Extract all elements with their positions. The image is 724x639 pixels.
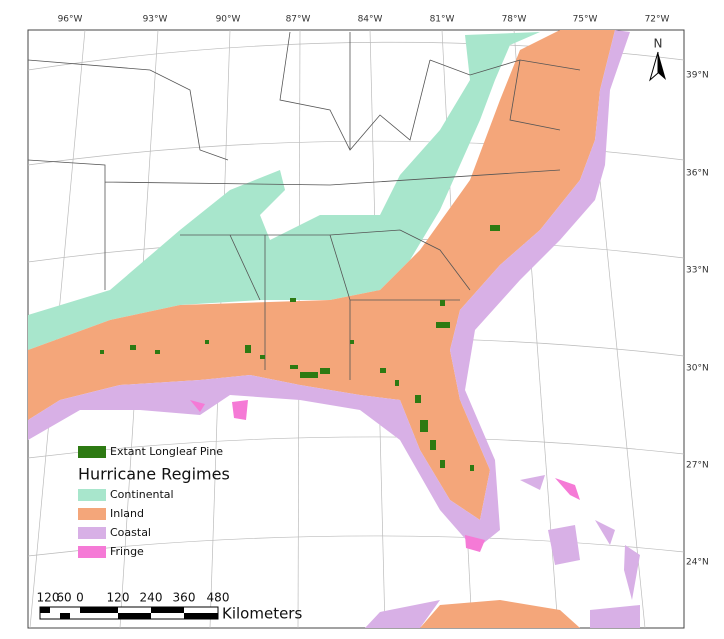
legend-label: Extant Longleaf Pine	[110, 445, 223, 458]
longitude-label: 84°W	[358, 15, 383, 25]
pine-patch	[415, 395, 421, 403]
pine-patch	[260, 355, 265, 359]
pine-patch	[470, 465, 474, 471]
north-arrow-right	[658, 52, 666, 80]
scale-bar-segments	[40, 607, 218, 619]
latitude-labels: 39°N 36°N 33°N 30°N 27°N 24°N	[686, 71, 709, 568]
continental-region	[28, 32, 540, 350]
scale-label: 480	[207, 591, 230, 605]
latitude-label: 36°N	[686, 169, 709, 179]
north-arrow: N	[649, 37, 666, 82]
longitude-label: 78°W	[502, 15, 527, 25]
longitude-label: 87°W	[286, 15, 311, 25]
borders	[27, 31, 581, 380]
coastal-region	[365, 475, 640, 628]
pine-patch	[130, 345, 136, 350]
pine-patch	[205, 340, 209, 344]
pine-patch	[490, 225, 500, 231]
pine-patch	[350, 340, 354, 344]
pine-patch	[440, 300, 445, 306]
legend-swatch	[78, 508, 106, 520]
pine-patch	[420, 420, 428, 432]
pine-patch	[290, 298, 296, 302]
latitude-label: 30°N	[686, 364, 709, 374]
longitude-label: 93°W	[143, 15, 168, 25]
longitude-label: 96°W	[58, 15, 83, 25]
longitude-label: 75°W	[573, 15, 598, 25]
legend: Extant Longleaf Pine Hurricane Regimes C…	[78, 445, 230, 558]
pine-patches	[100, 225, 500, 471]
north-label: N	[654, 37, 663, 51]
pine-patch	[395, 380, 399, 386]
pine-patch	[380, 368, 386, 373]
legend-items: Continental Inland Coastal Fringe	[78, 488, 174, 558]
pine-patch	[155, 350, 160, 354]
state-borders	[27, 31, 581, 380]
scale-label: 360	[173, 591, 196, 605]
longitude-label: 81°W	[430, 15, 455, 25]
scale-label: 120	[37, 591, 60, 605]
longitude-label: 90°W	[216, 15, 241, 25]
longitude-labels: 96°W 93°W 90°W 87°W 84°W 81°W 78°W 75°W 72°W	[58, 15, 670, 25]
scale-label: 240	[140, 591, 163, 605]
pine-patch	[430, 440, 436, 450]
regions	[28, 30, 640, 628]
pine-patch	[100, 350, 104, 354]
legend-label: Continental	[110, 488, 174, 501]
legend-swatch	[78, 527, 106, 539]
pine-patch	[245, 345, 251, 353]
legend-label: Inland	[110, 507, 144, 520]
pine-patch	[440, 460, 445, 468]
inland-region	[420, 600, 580, 628]
latitude-label: 27°N	[686, 461, 709, 471]
pine-patch	[300, 372, 318, 378]
pine-patch	[290, 365, 298, 369]
inland-region	[28, 30, 615, 520]
scale-label: 60	[56, 591, 71, 605]
pine-patch	[320, 368, 330, 374]
legend-swatch	[78, 489, 106, 501]
pine-patch	[436, 322, 450, 328]
coastal-region	[28, 30, 630, 550]
latitude-label: 39°N	[686, 71, 709, 81]
graticule-line	[27, 436, 685, 459]
legend-label: Coastal	[110, 526, 151, 539]
legend-swatch	[78, 546, 106, 558]
latitude-label: 24°N	[686, 558, 709, 568]
legend-swatch	[78, 446, 106, 458]
longitude-label: 72°W	[645, 15, 670, 25]
scale-label: 120	[107, 591, 130, 605]
legend-label: Fringe	[110, 545, 144, 558]
scale-unit: Kilometers	[222, 605, 302, 623]
scale-label: 0	[76, 591, 84, 605]
legend-title: Hurricane Regimes	[78, 465, 230, 484]
graticule-line	[27, 535, 685, 557]
latitude-label: 33°N	[686, 266, 709, 276]
